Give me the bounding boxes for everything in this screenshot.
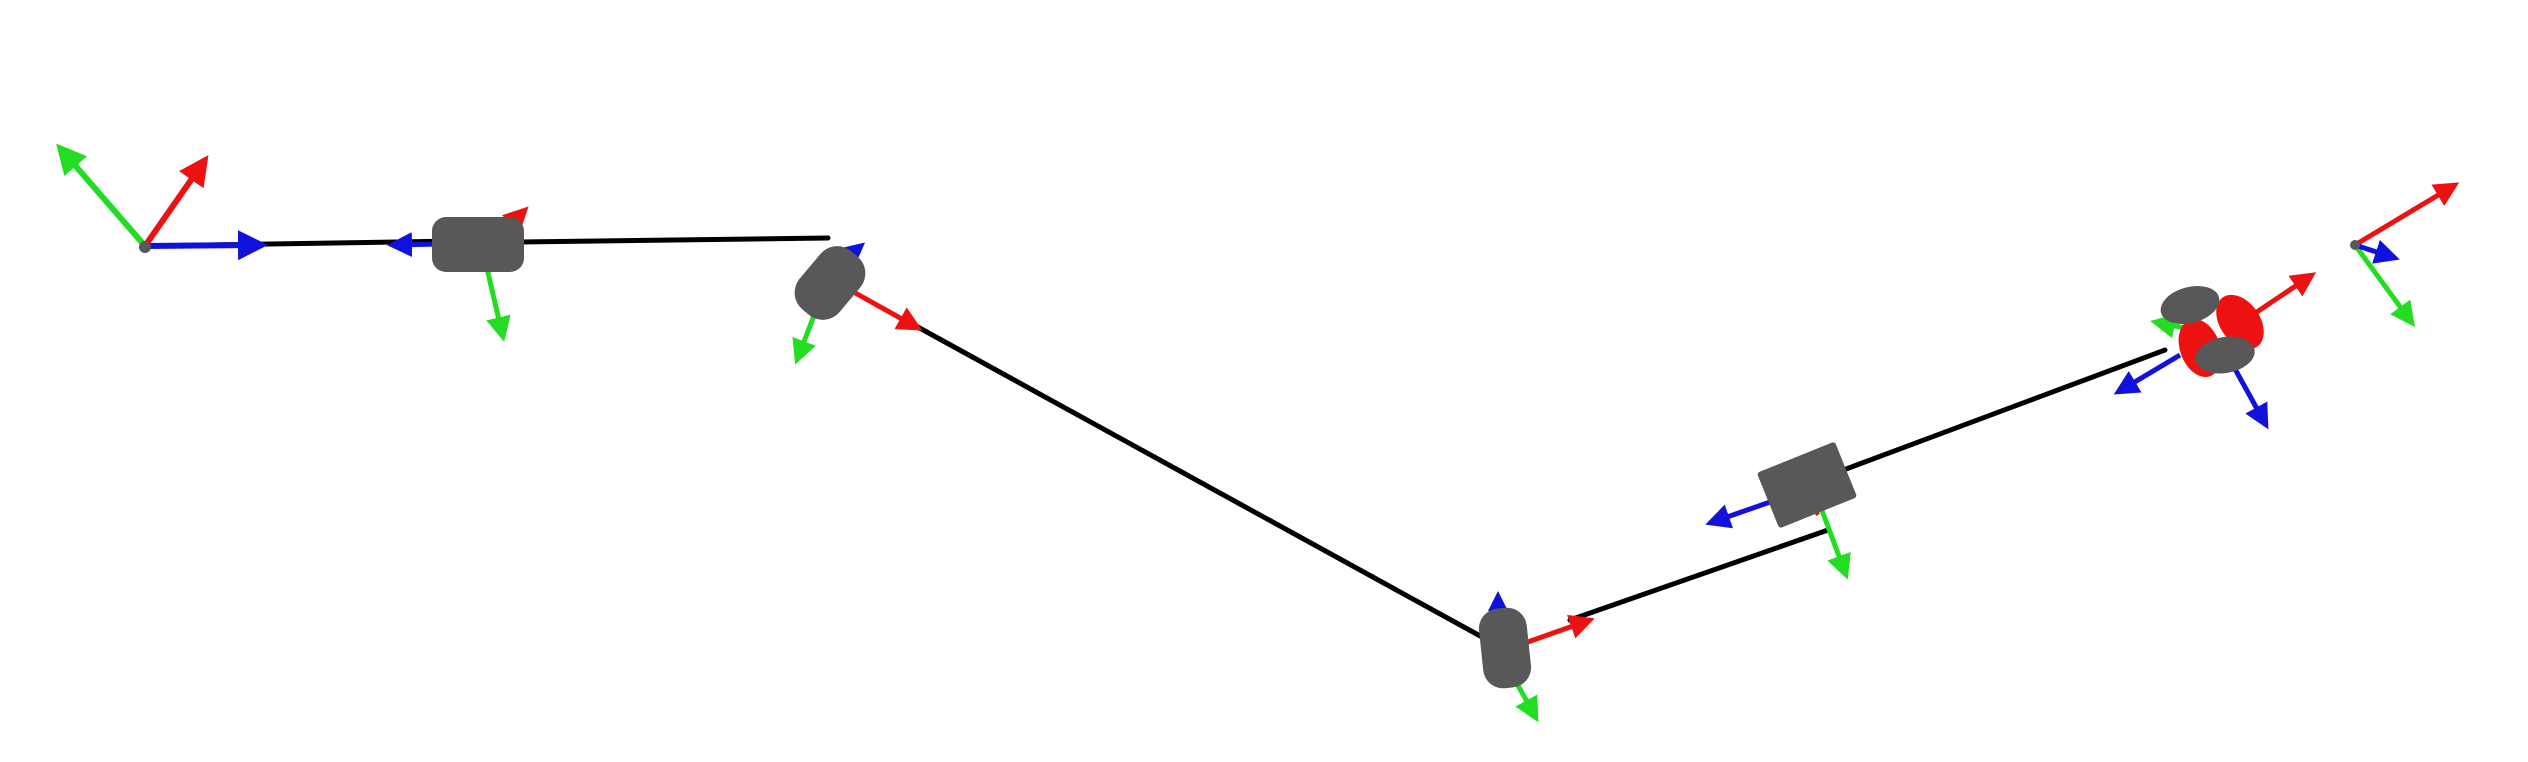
joint-4-cylinder: [1757, 442, 1857, 528]
base-frame-z-axis: [144, 230, 268, 261]
wrist-joint-z-axis-a: [2113, 352, 2182, 395]
joint-2-x-axis: [848, 287, 923, 331]
joint-1-y-axis: [482, 259, 511, 342]
link-3: [1567, 527, 1831, 623]
joint-3-x-axis: [1524, 614, 1595, 646]
joint-1-cylinder: [432, 217, 524, 272]
end-effector-frame: [2350, 182, 2460, 328]
joint-3-y-axis: [1512, 678, 1539, 723]
wrist-joint-z-axis-b: [2227, 358, 2269, 430]
wrist-joint-body-top: [2160, 285, 2220, 325]
link-4: [1827, 347, 2168, 478]
joint-3-cylinder: [1478, 607, 1532, 689]
wrist-joint-body-bottom: [2195, 336, 2255, 374]
end-effector-frame-origin: [2350, 240, 2360, 250]
joint-3: [1478, 591, 1595, 723]
wrist-joint-red-disc-b: [2216, 294, 2264, 350]
base-frame-origin: [139, 241, 151, 253]
wrist-joint: [2113, 272, 2317, 430]
joint-2: [792, 242, 923, 365]
links: [142, 235, 2168, 640]
joint-4-y-axis: [1817, 504, 1851, 580]
base-frame-x-axis: [142, 155, 209, 248]
end-effector-frame-x-axis: [2353, 182, 2460, 248]
joint-1: [387, 206, 529, 342]
base-frame: [56, 143, 268, 261]
joint-2-cylinder: [794, 246, 866, 320]
link-1: [517, 235, 831, 245]
end-effector-frame-y-axis: [2352, 243, 2415, 328]
base-frame-y-axis: [56, 143, 148, 248]
link-2: [902, 317, 1485, 640]
joint-4: [1705, 442, 1857, 580]
end-effector-frame-z-axis: [2354, 239, 2400, 264]
